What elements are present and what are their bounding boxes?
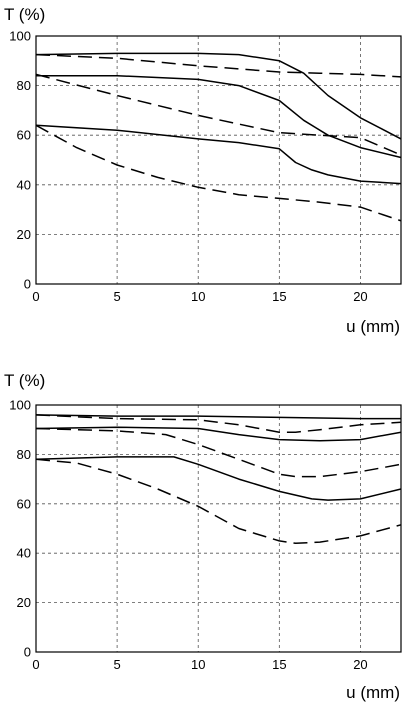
solid-series-line-bottom-3 xyxy=(35,456,402,501)
solid-series-line-top-1 xyxy=(35,52,402,140)
dashed-series-line-top-6 xyxy=(35,124,402,222)
y-tick-label-bottom: 20 xyxy=(17,595,31,610)
series-bottom xyxy=(35,414,402,545)
grid-top xyxy=(36,36,401,284)
x-tick-label-bottom: 5 xyxy=(113,657,120,672)
x-tick-label-top: 0 xyxy=(32,289,39,304)
y-tick-label-top: 80 xyxy=(17,78,31,93)
x-tick-label-top: 10 xyxy=(191,289,205,304)
x-tick-label-top: 20 xyxy=(353,289,367,304)
chart-bottom: T (%) u (mm) 0 5 10 15 20 0 20 40 60 80 100 xyxy=(4,371,402,702)
dashed-series-line-bottom-4 xyxy=(35,414,402,433)
y-tick-label-top: 0 xyxy=(24,277,31,292)
plot-frame-top xyxy=(35,35,402,285)
y-tick-label-bottom: 80 xyxy=(17,447,31,462)
x-axis-label-bottom: u (mm) xyxy=(346,683,400,702)
grid-bottom xyxy=(36,405,401,652)
x-tick-label-top: 15 xyxy=(272,289,286,304)
x-tick-label-bottom: 20 xyxy=(353,657,367,672)
chart-top: T (%) u (mm) 0 5 10 15 20 0 20 40 60 80 100 xyxy=(4,5,402,336)
series-top xyxy=(35,52,402,222)
dashed-series-line-top-4 xyxy=(35,53,402,78)
y-tick-label-top: 40 xyxy=(17,177,31,192)
solid-series-line-top-2 xyxy=(36,74,402,159)
y-tick-label-bottom: 40 xyxy=(17,546,31,561)
x-tick-label-top: 5 xyxy=(113,289,120,304)
y-tick-label-bottom: 0 xyxy=(24,645,31,660)
y-axis-label-bottom: T (%) xyxy=(4,371,45,390)
dashed-series-line-bottom-6 xyxy=(35,458,402,545)
y-tick-label-bottom: 60 xyxy=(17,496,31,511)
ticks-bottom: 0 5 10 15 20 0 20 40 60 80 100 xyxy=(9,398,367,673)
x-tick-label-bottom: 15 xyxy=(272,657,286,672)
x-tick-label-bottom: 10 xyxy=(191,657,205,672)
x-axis-label-top: u (mm) xyxy=(346,317,400,336)
y-tick-label-bottom: 100 xyxy=(9,398,31,413)
y-tick-label-top: 20 xyxy=(17,227,31,242)
solid-series-line-bottom-2 xyxy=(35,426,402,442)
ticks-top: 0 5 10 15 20 0 20 40 60 80 100 xyxy=(9,29,367,305)
y-axis-label-top: T (%) xyxy=(4,5,45,24)
y-tick-label-top: 100 xyxy=(9,29,31,44)
y-tick-label-top: 60 xyxy=(17,128,31,143)
x-tick-label-bottom: 0 xyxy=(32,657,39,672)
dashed-series-line-bottom-5 xyxy=(35,427,402,478)
plot-frame-bottom xyxy=(35,404,402,653)
solid-series-line-top-3 xyxy=(35,124,402,185)
solid-series-line-bottom-1 xyxy=(35,414,401,420)
